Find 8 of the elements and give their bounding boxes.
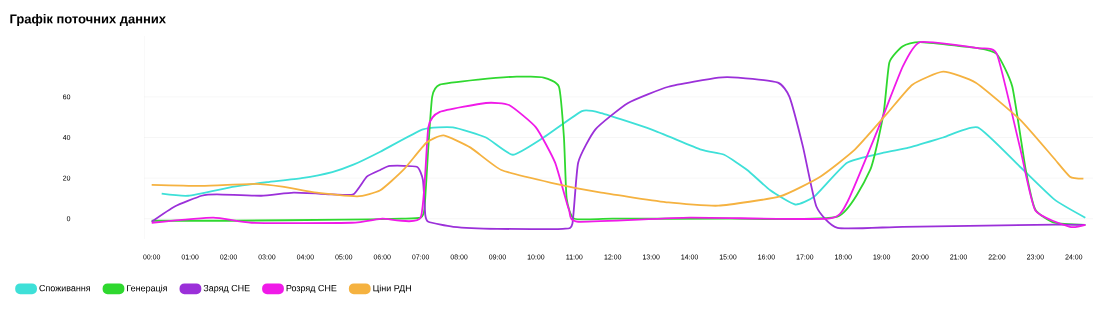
legend-label: Розряд СНЕ [286,284,337,294]
legend-label: Ціни РДН [373,284,411,294]
line-series [160,109,1087,219]
legend-label: Заряд СНЕ [203,284,250,294]
chart-title: Графік поточних данних [10,13,166,27]
legend-label: Споживання [39,284,90,292]
legend-label: Генерація [127,284,167,294]
line-series [150,70,1085,207]
